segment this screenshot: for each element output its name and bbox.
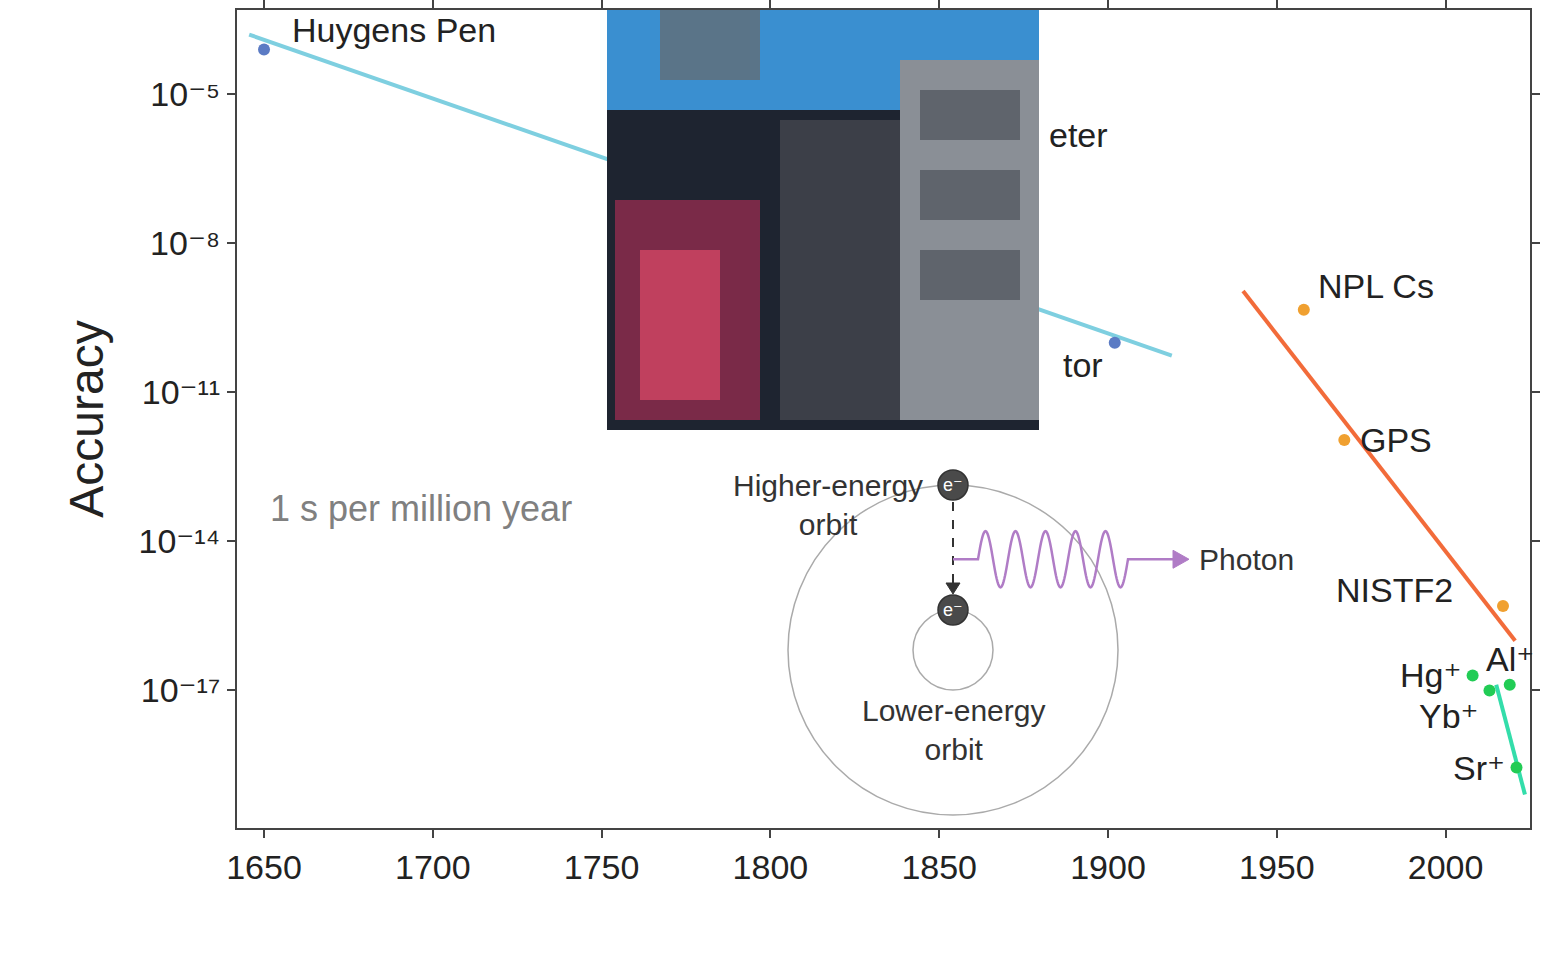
svg-text:Sr⁺: Sr⁺ <box>1453 749 1505 787</box>
svg-text:GPS: GPS <box>1360 421 1432 459</box>
svg-text:Photon: Photon <box>1199 543 1294 576</box>
svg-text:2000: 2000 <box>1408 848 1484 886</box>
svg-text:tor: tor <box>1063 346 1103 384</box>
svg-text:eter: eter <box>1049 116 1108 154</box>
svg-text:Lower-energyorbit: Lower-energyorbit <box>862 694 1045 766</box>
svg-text:1900: 1900 <box>1070 848 1146 886</box>
svg-text:e⁻: e⁻ <box>943 600 963 620</box>
svg-text:1800: 1800 <box>733 848 809 886</box>
svg-text:e⁻: e⁻ <box>943 475 963 495</box>
svg-text:1950: 1950 <box>1239 848 1315 886</box>
svg-text:10⁻¹⁷: 10⁻¹⁷ <box>141 671 220 709</box>
svg-text:NPL Cs: NPL Cs <box>1318 267 1434 305</box>
svg-text:Yb⁺: Yb⁺ <box>1419 697 1479 735</box>
svg-text:1850: 1850 <box>901 848 977 886</box>
svg-text:10⁻¹⁴: 10⁻¹⁴ <box>138 522 220 560</box>
svg-text:Huygens Pen: Huygens Pen <box>292 11 496 49</box>
svg-text:Higher-energyorbit: Higher-energyorbit <box>733 469 923 541</box>
svg-text:1 s per million year: 1 s per million year <box>270 488 572 529</box>
svg-text:10⁻⁵: 10⁻⁵ <box>150 75 220 113</box>
svg-text:10⁻⁸: 10⁻⁸ <box>150 224 220 262</box>
svg-text:NISTF2: NISTF2 <box>1336 571 1453 609</box>
svg-text:1700: 1700 <box>395 848 471 886</box>
svg-text:1750: 1750 <box>564 848 640 886</box>
svg-text:10⁻¹¹: 10⁻¹¹ <box>142 373 220 411</box>
svg-text:Hg⁺: Hg⁺ <box>1400 656 1461 694</box>
svg-text:1650: 1650 <box>226 848 302 886</box>
svg-text:Al⁺: Al⁺ <box>1486 640 1534 678</box>
svg-text:Accuracy: Accuracy <box>60 320 113 517</box>
